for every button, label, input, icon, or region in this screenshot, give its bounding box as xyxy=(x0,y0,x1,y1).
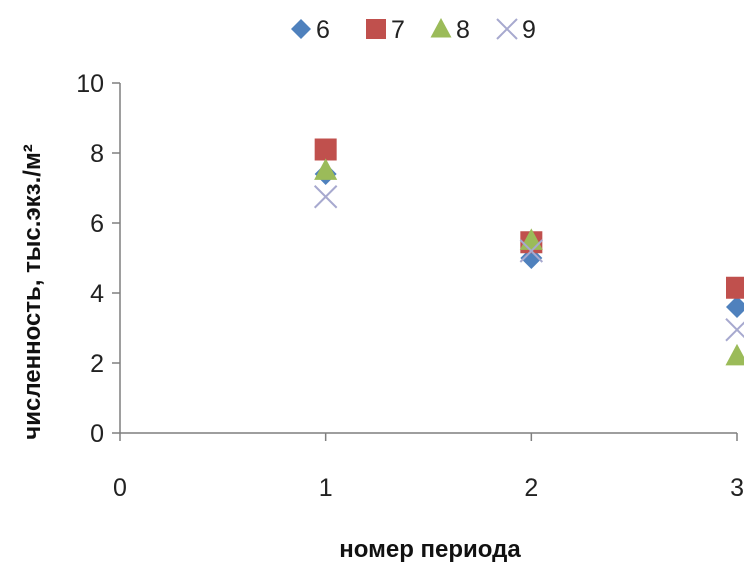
legend-item-7: 7 xyxy=(366,16,405,44)
y-tick-label: 0 xyxy=(90,420,104,448)
y-tick-label: 10 xyxy=(76,70,104,98)
data-points xyxy=(313,138,744,366)
x-tick-label: 3 xyxy=(730,474,744,502)
legend-label-8: 8 xyxy=(456,16,470,44)
x-tick-label: 2 xyxy=(524,474,538,502)
y-tick-label: 4 xyxy=(90,280,104,308)
y-axis-title: численность, тыс.экз./м² xyxy=(19,144,46,439)
legend: 6 7 8 9 xyxy=(291,16,536,44)
data-point-series-9 xyxy=(313,185,338,209)
legend-marker-6 xyxy=(291,19,311,39)
y-tick-label: 6 xyxy=(90,210,104,238)
legend-label-6: 6 xyxy=(316,16,330,44)
y-axis: 0 2 4 6 8 10 xyxy=(76,70,121,448)
x-tick-label: 1 xyxy=(319,474,333,502)
data-point-series-7 xyxy=(726,276,744,299)
data-point-series-8 xyxy=(314,158,338,180)
x-axis-title: номер периода xyxy=(339,536,521,563)
data-point-series-9 xyxy=(725,318,744,342)
y-tick-label: 2 xyxy=(90,350,104,378)
data-point-series-6 xyxy=(726,296,744,318)
legend-item-9: 9 xyxy=(496,16,536,44)
legend-item-8: 8 xyxy=(430,16,470,44)
data-point-series-8 xyxy=(725,343,744,366)
data-point-series-7 xyxy=(314,138,337,161)
legend-label-7: 7 xyxy=(391,16,405,44)
y-tick-label: 8 xyxy=(90,140,104,168)
legend-item-6: 6 xyxy=(291,16,330,44)
legend-marker-9 xyxy=(496,18,518,40)
x-axis: 0 1 2 3 xyxy=(113,432,744,502)
legend-marker-8 xyxy=(430,18,452,38)
data-point-series-9 xyxy=(519,239,544,263)
legend-marker-7 xyxy=(366,19,386,39)
legend-label-9: 9 xyxy=(522,16,536,44)
x-tick-label: 0 xyxy=(113,474,127,502)
